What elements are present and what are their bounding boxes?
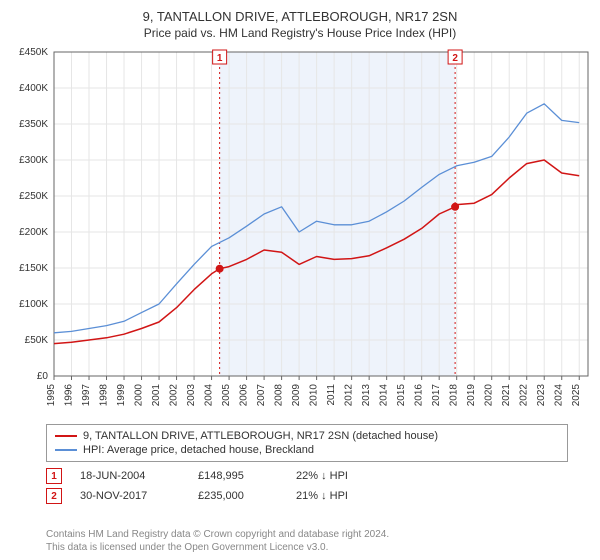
- page-title: 9, TANTALLON DRIVE, ATTLEBOROUGH, NR17 2…: [0, 0, 600, 26]
- svg-text:1999: 1999: [116, 384, 127, 407]
- svg-text:2023: 2023: [536, 384, 547, 407]
- svg-text:£100K: £100K: [19, 299, 48, 310]
- svg-text:1: 1: [217, 53, 223, 64]
- sale-price: £148,995: [198, 470, 278, 482]
- sales-table: 1 18-JUN-2004 £148,995 22% ↓ HPI 2 30-NO…: [46, 466, 568, 506]
- svg-text:£50K: £50K: [25, 335, 49, 346]
- legend-label: HPI: Average price, detached house, Brec…: [83, 444, 314, 456]
- footer: Contains HM Land Registry data © Crown c…: [46, 528, 389, 554]
- svg-text:2002: 2002: [169, 384, 180, 407]
- svg-text:£300K: £300K: [19, 155, 48, 166]
- svg-text:2001: 2001: [151, 384, 162, 407]
- svg-text:£400K: £400K: [19, 83, 48, 94]
- sale-delta: 22% ↓ HPI: [296, 470, 348, 482]
- chart-svg: £0 £50K £100K £150K £200K £250K £300K £350K £400…: [0, 46, 600, 416]
- svg-text:2020: 2020: [484, 384, 495, 407]
- sale-date: 18-JUN-2004: [80, 470, 180, 482]
- svg-text:2010: 2010: [309, 384, 320, 407]
- footer-line: Contains HM Land Registry data © Crown c…: [46, 528, 389, 541]
- svg-text:2008: 2008: [274, 384, 285, 407]
- chart: £0 £50K £100K £150K £200K £250K £300K £350K £400…: [0, 46, 600, 416]
- svg-text:2015: 2015: [396, 384, 407, 407]
- svg-text:2014: 2014: [379, 384, 390, 407]
- svg-text:1996: 1996: [64, 384, 75, 407]
- svg-text:£250K: £250K: [19, 191, 48, 202]
- svg-text:2000: 2000: [134, 384, 145, 407]
- svg-text:2012: 2012: [344, 384, 355, 407]
- sale-marker-icon: 1: [46, 468, 62, 484]
- footer-line: This data is licensed under the Open Gov…: [46, 541, 389, 554]
- legend-swatch: [55, 449, 77, 451]
- svg-text:£150K: £150K: [19, 263, 48, 274]
- svg-text:2019: 2019: [466, 384, 477, 407]
- svg-text:1998: 1998: [99, 384, 110, 407]
- svg-text:2025: 2025: [571, 384, 582, 407]
- sale-price: £235,000: [198, 490, 278, 502]
- svg-text:2003: 2003: [186, 384, 197, 407]
- svg-text:£200K: £200K: [19, 227, 48, 238]
- svg-text:2005: 2005: [221, 384, 232, 407]
- svg-text:2018: 2018: [449, 384, 460, 407]
- svg-text:2004: 2004: [204, 384, 215, 407]
- svg-text:2011: 2011: [326, 384, 337, 406]
- sale-marker-icon: 2: [46, 488, 62, 504]
- legend: 9, TANTALLON DRIVE, ATTLEBOROUGH, NR17 2…: [46, 424, 568, 462]
- sale-date: 30-NOV-2017: [80, 490, 180, 502]
- legend-item: 9, TANTALLON DRIVE, ATTLEBOROUGH, NR17 2…: [55, 429, 559, 443]
- svg-text:2022: 2022: [519, 384, 530, 407]
- svg-text:1997: 1997: [81, 384, 92, 407]
- sale-row: 1 18-JUN-2004 £148,995 22% ↓ HPI: [46, 466, 568, 486]
- svg-text:£350K: £350K: [19, 119, 48, 130]
- legend-label: 9, TANTALLON DRIVE, ATTLEBOROUGH, NR17 2…: [83, 430, 438, 442]
- legend-swatch: [55, 435, 77, 437]
- sale-delta: 21% ↓ HPI: [296, 490, 348, 502]
- svg-text:2017: 2017: [431, 384, 442, 407]
- svg-text:2009: 2009: [291, 384, 302, 407]
- sale-row: 2 30-NOV-2017 £235,000 21% ↓ HPI: [46, 486, 568, 506]
- svg-text:2021: 2021: [501, 384, 512, 407]
- legend-item: HPI: Average price, detached house, Brec…: [55, 443, 559, 457]
- svg-text:2024: 2024: [554, 384, 565, 407]
- svg-text:2013: 2013: [361, 384, 372, 407]
- svg-text:£0: £0: [37, 371, 49, 382]
- svg-text:2: 2: [452, 53, 458, 64]
- svg-text:1995: 1995: [46, 384, 57, 407]
- svg-text:2016: 2016: [414, 384, 425, 407]
- page-subtitle: Price paid vs. HM Land Registry's House …: [0, 26, 600, 40]
- svg-text:2007: 2007: [256, 384, 267, 407]
- svg-text:2006: 2006: [239, 384, 250, 407]
- svg-text:£450K: £450K: [19, 47, 48, 58]
